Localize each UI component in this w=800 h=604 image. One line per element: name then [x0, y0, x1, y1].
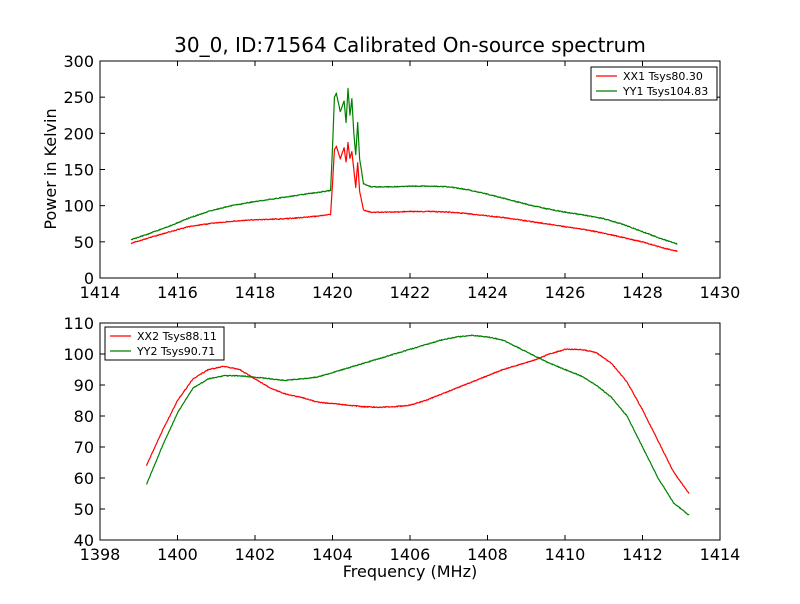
- legend: XX1 Tsys80.30 YY1 Tsys104.83: [590, 66, 718, 101]
- y-tick-label: 0: [84, 269, 94, 288]
- x-tick-label: 1404: [312, 545, 353, 564]
- x-tick-label: 1398: [80, 545, 121, 564]
- y-tick-label: 50: [74, 500, 94, 519]
- x-axis-label: Frequency (MHz): [343, 562, 477, 581]
- legend-box: [590, 66, 718, 101]
- y-tick-label: 110: [63, 314, 94, 333]
- bottom-panel: 1398 1400 1402 1404 1406 1408 1410 1412 1414 40 50…: [63, 314, 740, 564]
- x-tick-label: 1414: [700, 545, 741, 564]
- x-tick-label: 1418: [235, 283, 276, 302]
- top-panel: 1414 1416 1418 1420 1422 1424 1426 1428 1430 0 50 1…: [63, 52, 740, 302]
- x-tick-label: 1412: [622, 545, 663, 564]
- legend-label: YY1 Tsys104.83: [622, 85, 708, 98]
- y-tick-label: 40: [74, 531, 94, 550]
- x-tick-label: 1428: [622, 283, 663, 302]
- x-tick-label: 1400: [157, 545, 198, 564]
- legend-label: XX2 Tsys88.11: [137, 330, 217, 343]
- y-tick-label: 250: [63, 88, 94, 107]
- x-tick-label: 1408: [467, 545, 508, 564]
- x-tick-label: 1416: [157, 283, 198, 302]
- x-tick-label: 1426: [545, 283, 586, 302]
- series-line-2-1: [145, 348, 690, 494]
- series-line-1-2: [130, 87, 678, 245]
- y-tick-label: 200: [63, 124, 94, 143]
- y-axis-label: Power in Kelvin: [41, 108, 60, 229]
- x-tick-label: 1414: [80, 283, 121, 302]
- y-tick-label: 50: [74, 233, 94, 252]
- legend-box: [104, 326, 225, 361]
- y-tick-label: 80: [74, 407, 94, 426]
- legend-label: XX1 Tsys80.30: [623, 70, 703, 83]
- y-tick-label: 300: [63, 52, 94, 71]
- x-tick-label: 1424: [467, 283, 508, 302]
- chart-title: 30_0, ID:71564 Calibrated On-source spec…: [174, 33, 646, 57]
- x-tick-label: 1420: [312, 283, 353, 302]
- y-tick-label: 60: [74, 469, 94, 488]
- x-tick-label: 1422: [390, 283, 431, 302]
- x-tick-label: 1406: [390, 545, 431, 564]
- series-line-2-2: [145, 334, 690, 516]
- legend-label: YY2 Tsys90.71: [136, 345, 215, 358]
- y-tick-label: 90: [74, 376, 94, 395]
- legend: XX2 Tsys88.11 YY2 Tsys90.71: [104, 326, 225, 361]
- x-tick-label: 1410: [545, 545, 586, 564]
- x-tick-label: 1430: [700, 283, 741, 302]
- y-tick-label: 100: [63, 197, 94, 216]
- y-tick-label: 70: [74, 438, 94, 457]
- x-tick-label: 1402: [235, 545, 276, 564]
- y-tick-label: 150: [63, 161, 94, 180]
- series-line-1-1: [130, 141, 678, 253]
- y-tick-label: 100: [63, 345, 94, 364]
